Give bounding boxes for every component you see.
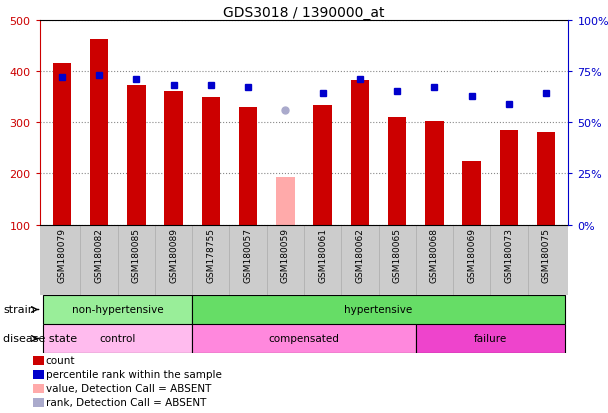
Text: GSM180085: GSM180085	[132, 227, 141, 282]
Bar	[192, 324, 416, 353]
Text: strain: strain	[3, 305, 35, 315]
Text: hypertensive: hypertensive	[344, 305, 413, 315]
Bar	[425, 121, 444, 225]
Text: GSM180059: GSM180059	[281, 227, 290, 282]
Text: GSM180062: GSM180062	[356, 227, 364, 282]
Bar	[43, 295, 192, 324]
Bar	[90, 40, 108, 225]
Title: GDS3018 / 1390000_at: GDS3018 / 1390000_at	[223, 6, 385, 20]
Text: count: count	[46, 355, 75, 365]
Text: GSM180075: GSM180075	[542, 227, 551, 282]
Bar	[239, 107, 257, 225]
Text: rank, Detection Call = ABSENT: rank, Detection Call = ABSENT	[46, 397, 206, 407]
Bar	[202, 97, 220, 225]
Bar	[462, 161, 481, 225]
Bar	[43, 324, 192, 353]
Text: GSM180057: GSM180057	[244, 227, 252, 282]
Text: GSM178755: GSM178755	[206, 227, 215, 282]
Text: GSM180068: GSM180068	[430, 227, 439, 282]
Text: disease state: disease state	[3, 334, 77, 344]
Text: GSM180069: GSM180069	[467, 227, 476, 282]
Bar	[500, 131, 518, 225]
Bar	[127, 85, 146, 225]
Bar	[416, 324, 565, 353]
Bar	[351, 81, 369, 225]
Text: non-hypertensive: non-hypertensive	[72, 305, 164, 315]
Bar	[537, 133, 556, 225]
Bar	[52, 64, 71, 225]
Text: value, Detection Call = ABSENT: value, Detection Call = ABSENT	[46, 383, 211, 393]
Bar	[276, 178, 295, 225]
Bar	[192, 295, 565, 324]
Text: GSM180079: GSM180079	[57, 227, 66, 282]
Text: GSM180082: GSM180082	[95, 227, 103, 282]
Bar	[388, 118, 406, 225]
Bar	[313, 106, 332, 225]
Text: control: control	[100, 334, 136, 344]
Text: GSM180089: GSM180089	[169, 227, 178, 282]
Bar	[164, 92, 183, 225]
Text: compensated: compensated	[269, 334, 339, 344]
Text: percentile rank within the sample: percentile rank within the sample	[46, 369, 221, 379]
Text: GSM180065: GSM180065	[393, 227, 402, 282]
Text: GSM180061: GSM180061	[318, 227, 327, 282]
Text: GSM180073: GSM180073	[505, 227, 513, 282]
Text: failure: failure	[474, 334, 507, 344]
